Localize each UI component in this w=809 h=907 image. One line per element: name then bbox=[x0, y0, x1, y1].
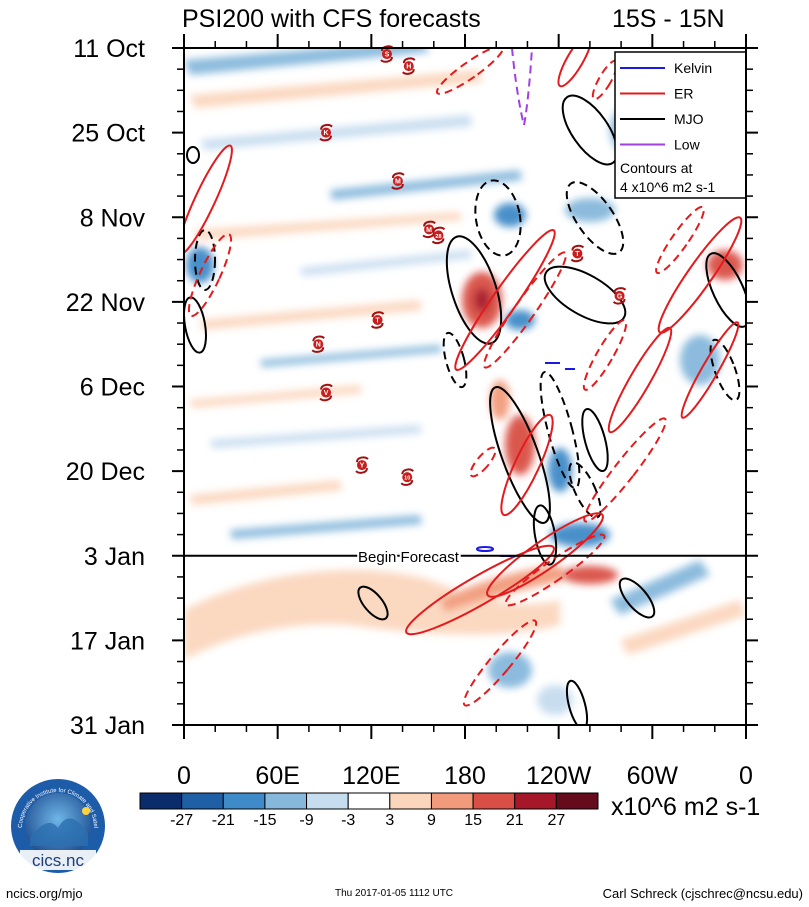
cicsnc-logo: Cooperative Institute for Climate and Sa… bbox=[8, 776, 105, 873]
plot-area: SHSKMM28TGTNVY10 Begin Forecast KelvinER… bbox=[183, 45, 747, 726]
legend-note-line1: Contours at bbox=[620, 160, 692, 176]
x-tick-label: 60W bbox=[627, 762, 679, 790]
colorbar-level-label: 21 bbox=[506, 812, 524, 829]
x-tick-label: 0 bbox=[739, 762, 753, 790]
footer-url[interactable]: ncics.org/mjo bbox=[6, 886, 83, 901]
y-tick-label: 8 Nov bbox=[80, 204, 146, 232]
y-tick-label: 6 Dec bbox=[80, 374, 145, 402]
y-tick-label: 31 Jan bbox=[70, 712, 145, 740]
legend-label-kelvin: Kelvin bbox=[674, 60, 712, 76]
colorbar-level-label: 27 bbox=[547, 812, 565, 829]
storm-marker: Y bbox=[355, 456, 369, 474]
colorbar-swatch bbox=[555, 792, 599, 810]
storm-marker: G bbox=[612, 287, 627, 305]
storm-label: H bbox=[406, 64, 411, 71]
colorbar-units: x10^6 m2 s-1 bbox=[611, 793, 760, 821]
storm-label: T bbox=[575, 251, 580, 258]
storm-marker: 10 bbox=[400, 468, 414, 486]
storm-label: N bbox=[316, 342, 321, 349]
storm-label: S bbox=[385, 52, 390, 59]
footer-author: Carl Schreck (cjschrec@ncsu.edu) bbox=[602, 886, 803, 901]
storm-label: K bbox=[324, 130, 329, 137]
storm-marker: V bbox=[319, 383, 333, 402]
x-tick-label: 180 bbox=[444, 762, 486, 790]
y-tick-label: 25 Oct bbox=[71, 120, 145, 148]
region-label: 15S - 15N bbox=[612, 5, 725, 33]
x-tick-label: 120W bbox=[526, 762, 592, 790]
colorbar-swatch bbox=[514, 792, 557, 810]
storm-marker: M bbox=[391, 172, 405, 190]
legend-label-mjo: MJO bbox=[674, 111, 704, 127]
colorbar-swatch bbox=[181, 792, 224, 810]
colorbar-swatch bbox=[222, 792, 266, 810]
colorbar-level-label: -27 bbox=[170, 812, 193, 829]
y-tick-label: 17 Jan bbox=[70, 627, 145, 655]
chart-title: PSI200 with CFS forecasts bbox=[182, 5, 481, 33]
y-axis: 11 Oct 25 Oct 8 Nov 22 Nov 6 Dec 20 Dec 3 Jan 1… bbox=[66, 35, 758, 740]
x-tick-label: 60E bbox=[255, 762, 299, 790]
x-tick-label: 120E bbox=[342, 762, 400, 790]
y-tick-label: 20 Dec bbox=[66, 458, 145, 486]
footer-timestamp: Thu 2017-01-05 1112 UTC bbox=[335, 888, 454, 899]
colorbar-level-label: -15 bbox=[253, 812, 276, 829]
storm-label: 10 bbox=[404, 476, 410, 482]
colorbar-swatch bbox=[139, 792, 183, 810]
colorbar-swatch bbox=[347, 792, 391, 810]
colorbar-level-label: 9 bbox=[427, 812, 436, 829]
y-tick-label: 3 Jan bbox=[84, 543, 145, 571]
legend: Kelvin ER MJO Low Contours at 4 x10^6 m2 s-… bbox=[614, 51, 747, 199]
colorbar-level-label: -9 bbox=[299, 812, 313, 829]
storm-label: V bbox=[324, 390, 329, 397]
colorbar-swatch bbox=[430, 792, 474, 810]
storm-marker: H bbox=[402, 57, 416, 75]
storm-marker: N bbox=[311, 335, 325, 353]
logo-text: cics.nc bbox=[32, 851, 84, 870]
storm-marker: T bbox=[370, 311, 385, 329]
y-tick-label: 11 Oct bbox=[73, 35, 145, 63]
storm-label: M bbox=[426, 227, 432, 234]
x-axis: 0 60E 120E 180 120W 60W 0 bbox=[177, 34, 753, 790]
low-contours bbox=[511, 48, 533, 126]
storm-label: M bbox=[395, 178, 401, 185]
legend-box bbox=[614, 51, 747, 199]
colorbar-level-label: 3 bbox=[385, 812, 394, 829]
storm-marker: T bbox=[570, 244, 585, 263]
mjo-contours bbox=[184, 94, 746, 725]
y-tick-label: 22 Nov bbox=[66, 289, 146, 317]
storm-label: T bbox=[375, 318, 380, 325]
storm-marker: 28 bbox=[431, 226, 446, 245]
forecast-label: Begin Forecast bbox=[358, 549, 460, 566]
colorbar-swatch bbox=[389, 792, 432, 810]
storm-marker: K bbox=[319, 123, 333, 142]
colorbar-level-label: 15 bbox=[464, 812, 482, 829]
colorbar-level-label: -21 bbox=[212, 812, 235, 829]
legend-label-er: ER bbox=[674, 86, 693, 102]
legend-label-low: Low bbox=[674, 137, 701, 153]
legend-note-line2: 4 x10^6 m2 s-1 bbox=[620, 179, 715, 195]
colorbar-swatch bbox=[264, 792, 308, 810]
colorbar-swatch bbox=[306, 792, 349, 810]
colorbar-swatch bbox=[472, 792, 516, 810]
storm-label: 28 bbox=[435, 234, 441, 240]
colorbar-level-label: -3 bbox=[341, 812, 355, 829]
storm-label: G bbox=[617, 293, 623, 300]
x-tick-label: 0 bbox=[177, 762, 191, 790]
colorbar: -27 -21 -15 -9 -3 3 9 15 21 27 bbox=[139, 792, 599, 829]
storm-label: Y bbox=[360, 463, 365, 470]
